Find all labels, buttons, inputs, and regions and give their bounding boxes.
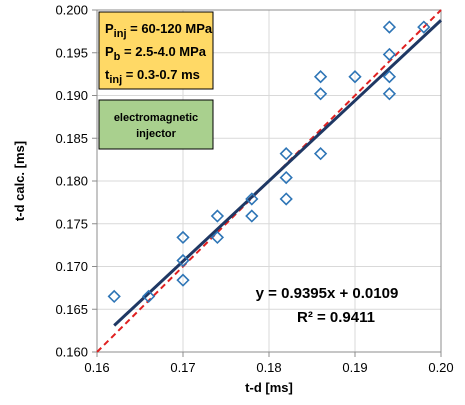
condition-injection-time: tinj = 0.3-0.7 ms xyxy=(105,67,200,86)
data-point xyxy=(417,20,431,34)
data-point xyxy=(279,192,293,206)
y-tick-label: 0.175 xyxy=(55,216,88,231)
data-point xyxy=(382,70,397,84)
conditions-box-background xyxy=(98,11,214,90)
y-tick-label: 0.165 xyxy=(55,302,88,317)
injector-type-line2: injector xyxy=(136,128,176,140)
data-point xyxy=(313,70,328,84)
data-point xyxy=(348,70,362,84)
x-tick-label: 0.16 xyxy=(84,360,109,375)
reference-lines xyxy=(96,9,443,353)
x-tick-label: 0.19 xyxy=(342,360,367,375)
data-point xyxy=(176,230,190,245)
x-axis-title: t-d [ms] xyxy=(245,380,293,395)
condition-back-pressure: Pb = 2.5-4.0 MPa xyxy=(105,44,207,63)
data-point xyxy=(279,170,293,185)
data-point xyxy=(313,147,328,161)
trendline xyxy=(113,19,443,327)
conditions-box: Pinj = 60-120 MPa Pb = 2.5-4.0 MPa tinj … xyxy=(98,11,214,90)
data-point xyxy=(382,87,397,101)
condition-injection-pressure: Pinj = 60-120 MPa xyxy=(105,21,213,40)
injector-box-background xyxy=(98,99,214,150)
data-points xyxy=(107,20,431,304)
data-point xyxy=(279,147,293,161)
data-point xyxy=(176,273,190,287)
data-point xyxy=(107,289,121,304)
y-axis-ticks: 0.160 0.165 0.170 0.175 0.180 0.185 0.190 0.195… xyxy=(55,3,97,360)
injector-box: electromagnetic injector xyxy=(98,99,214,150)
data-point xyxy=(313,87,328,101)
data-point xyxy=(382,20,397,34)
y-tick-label: 0.160 xyxy=(55,345,88,360)
x-tick-label: 0.20 xyxy=(428,360,453,375)
y-axis-title: t-d calc. [ms] xyxy=(12,141,27,221)
x-tick-label: 0.18 xyxy=(256,360,281,375)
regression-equation: y = 0.9395x + 0.0109 xyxy=(256,285,399,302)
data-point xyxy=(245,192,259,206)
y-tick-label: 0.200 xyxy=(55,3,88,18)
y-tick-label: 0.180 xyxy=(55,174,88,189)
x-axis-ticks: 0.16 0.17 0.18 0.19 0.20 xyxy=(84,352,454,375)
r-squared-label: R² = 0.9411 xyxy=(297,309,375,326)
data-point xyxy=(382,47,397,62)
data-point xyxy=(141,289,156,304)
y-tick-label: 0.185 xyxy=(55,131,88,146)
data-point xyxy=(210,209,225,223)
x-tick-label: 0.17 xyxy=(170,360,195,375)
data-point xyxy=(245,209,259,223)
y-tick-label: 0.195 xyxy=(55,45,88,60)
injector-type-line1: electromagnetic xyxy=(114,112,198,124)
y-tick-label: 0.170 xyxy=(55,259,88,274)
data-point xyxy=(210,230,225,245)
y-tick-label: 0.190 xyxy=(55,88,88,103)
data-point xyxy=(176,253,190,268)
